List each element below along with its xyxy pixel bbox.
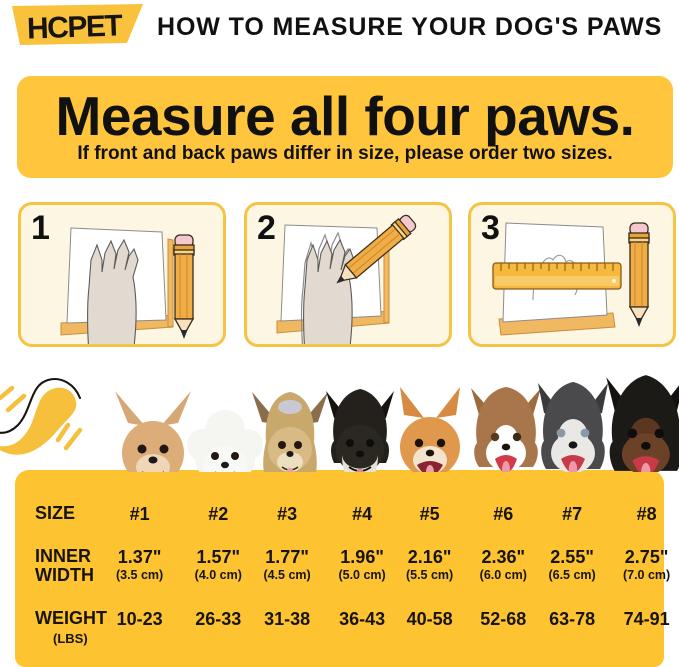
- svg-text:HCPET: HCPET: [26, 9, 122, 45]
